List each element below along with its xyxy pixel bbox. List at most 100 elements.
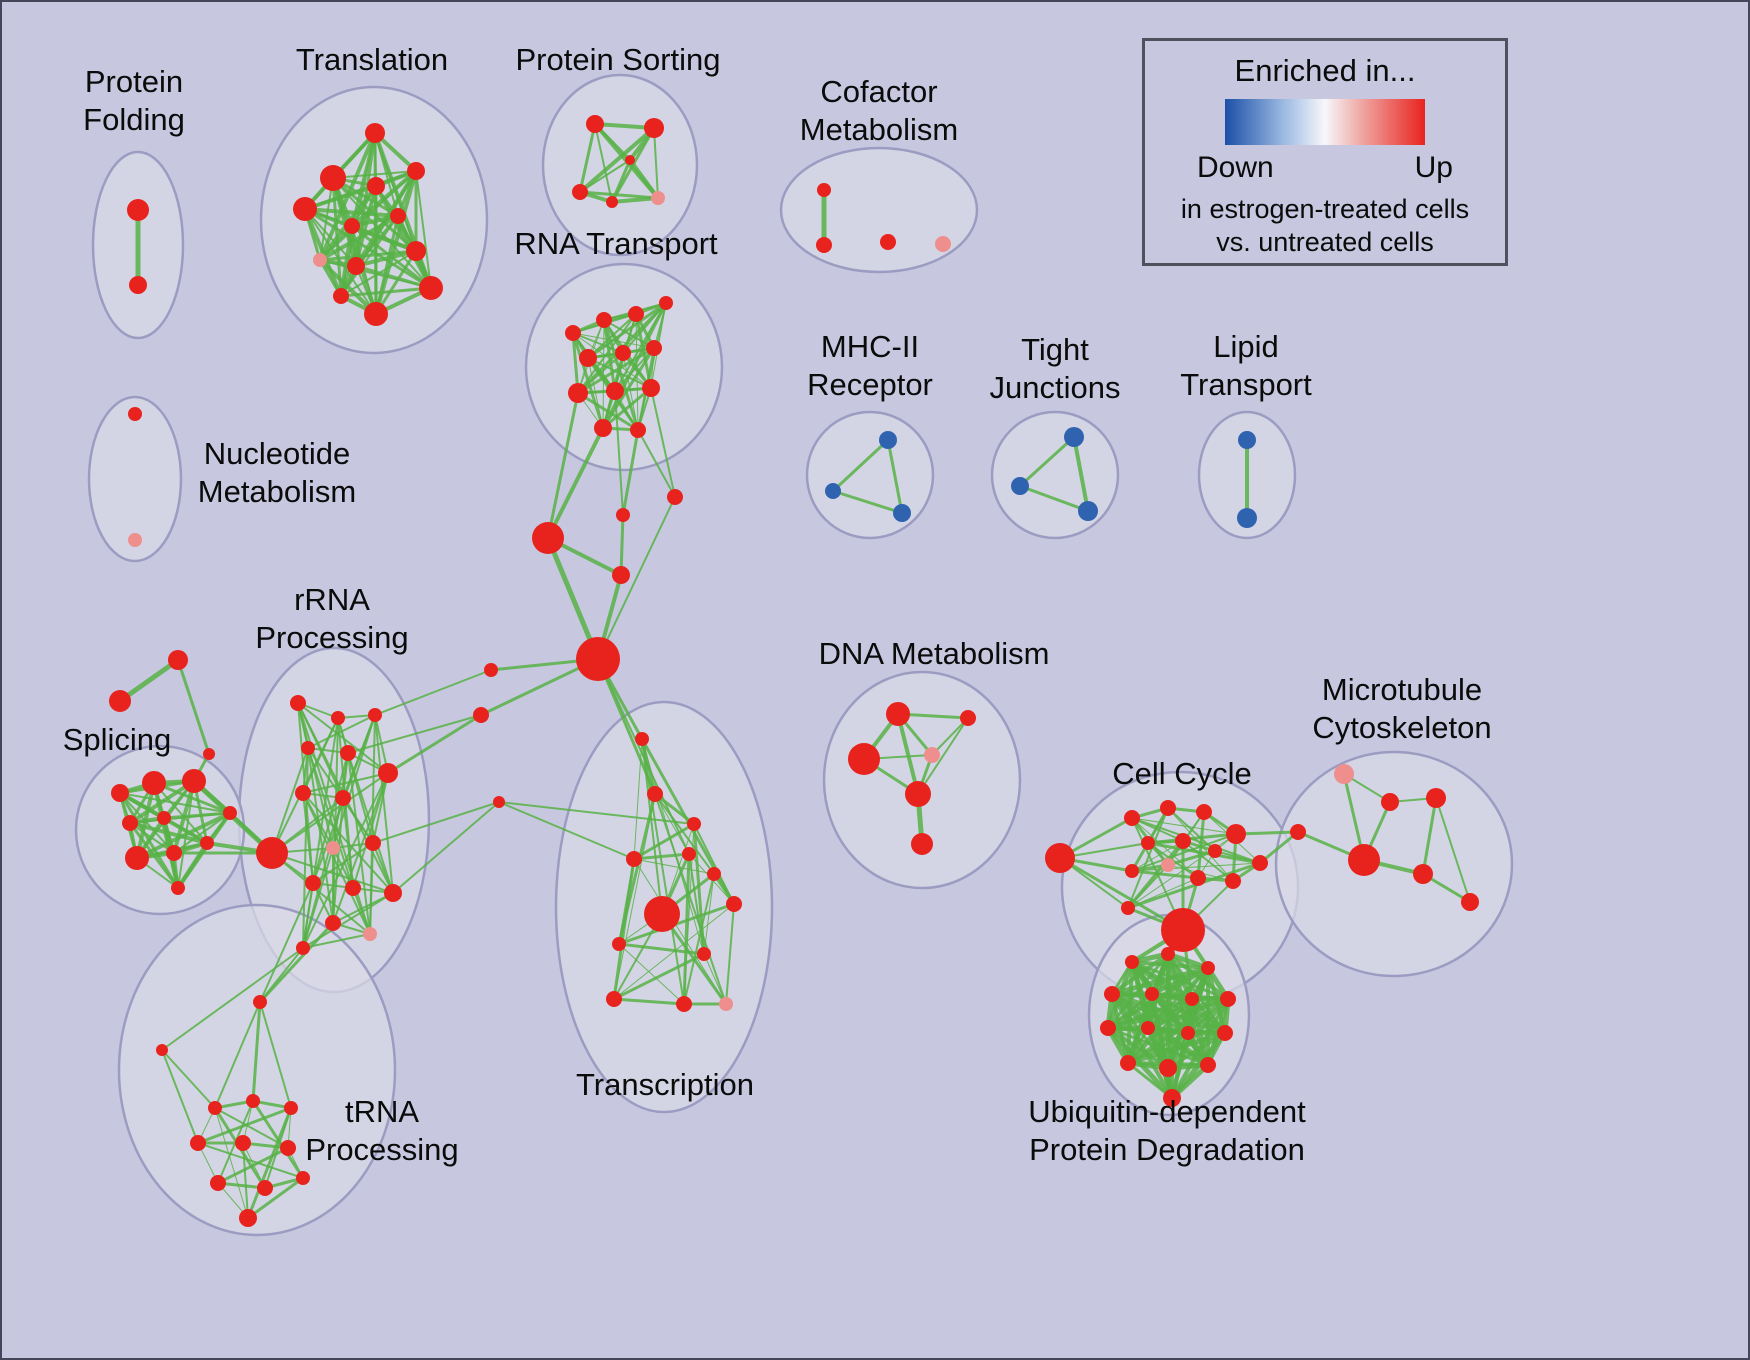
node-cc0[interactable] [1045,843,1075,873]
node-mt6[interactable] [1413,864,1433,884]
node-mh3[interactable] [893,504,911,522]
node-r5[interactable] [579,349,597,367]
node-r3[interactable] [628,306,644,322]
node-pf1[interactable] [127,199,149,221]
node-t7[interactable] [390,208,406,224]
node-rr10[interactable] [326,841,340,855]
node-tr10[interactable] [697,947,711,961]
node-rr13[interactable] [345,880,361,896]
node-u8[interactable] [1100,1020,1116,1036]
node-tr5[interactable] [682,847,696,861]
node-t9[interactable] [347,257,365,275]
node-rr11[interactable] [365,835,381,851]
node-tr4[interactable] [626,851,642,867]
node-rr16[interactable] [363,927,377,941]
node-t6[interactable] [344,218,360,234]
node-tr7[interactable] [707,867,721,881]
node-ps5[interactable] [651,191,665,205]
node-rr8[interactable] [335,790,351,806]
node-mt7[interactable] [1461,893,1479,911]
node-u5[interactable] [1145,987,1159,1001]
node-r7[interactable] [646,340,662,356]
node-rr14[interactable] [384,884,402,902]
node-rr17[interactable] [296,941,310,955]
node-r10[interactable] [642,379,660,397]
node-tr9[interactable] [612,937,626,951]
node-mt3[interactable] [1426,788,1446,808]
node-r11[interactable] [594,419,612,437]
node-ps3[interactable] [572,184,588,200]
node-c2[interactable] [1160,800,1176,816]
node-tn9[interactable] [210,1175,226,1191]
node-c4[interactable] [1226,824,1246,844]
node-tn7[interactable] [235,1135,251,1151]
node-sp6[interactable] [125,846,149,870]
node-r4[interactable] [659,296,673,310]
node-sp2[interactable] [142,771,166,795]
node-c6[interactable] [1175,833,1191,849]
node-t5[interactable] [407,162,425,180]
node-d4[interactable] [924,747,940,763]
node-rr9[interactable] [256,837,288,869]
node-t1[interactable] [365,123,385,143]
node-u7[interactable] [1220,991,1236,1007]
node-t2[interactable] [320,165,346,191]
node-t3[interactable] [293,197,317,221]
node-tr1[interactable] [635,732,649,746]
node-u10[interactable] [1181,1026,1195,1040]
node-h2[interactable] [484,663,498,677]
node-c9[interactable] [1125,864,1139,878]
node-lt2[interactable] [1237,508,1257,528]
node-sp1[interactable] [111,784,129,802]
node-cm4[interactable] [935,236,951,252]
node-rr12[interactable] [305,875,321,891]
node-r2[interactable] [596,312,612,328]
node-tn2[interactable] [156,1044,168,1056]
node-sa[interactable] [168,650,188,670]
node-t4[interactable] [367,177,385,195]
node-t13[interactable] [333,288,349,304]
node-h1[interactable] [576,637,620,681]
node-tr11[interactable] [606,991,622,1007]
node-ps1[interactable] [586,115,604,133]
node-tn3[interactable] [208,1101,222,1115]
node-rr5[interactable] [340,745,356,761]
node-tn10[interactable] [257,1180,273,1196]
node-tr8[interactable] [726,896,742,912]
node-ps4[interactable] [606,196,618,208]
node-t8[interactable] [313,253,327,267]
node-c7[interactable] [1208,844,1222,858]
node-sp8[interactable] [200,836,214,850]
node-u9[interactable] [1141,1021,1155,1035]
node-d1[interactable] [886,702,910,726]
node-c13[interactable] [1121,901,1135,915]
node-u1[interactable] [1125,955,1139,969]
node-tj2[interactable] [1011,477,1029,495]
node-cm2[interactable] [816,237,832,253]
node-h3[interactable] [473,707,489,723]
node-tj3[interactable] [1078,501,1098,521]
node-sp4[interactable] [122,815,138,831]
node-pf2[interactable] [129,276,147,294]
node-r9[interactable] [606,382,624,400]
node-r1[interactable] [565,325,581,341]
node-u6[interactable] [1185,992,1199,1006]
node-t10[interactable] [406,241,426,261]
node-ps6[interactable] [625,155,635,165]
node-mt1[interactable] [1334,764,1354,784]
node-u12[interactable] [1120,1055,1136,1071]
node-d3[interactable] [848,743,880,775]
node-c11[interactable] [1225,873,1241,889]
node-rr4[interactable] [301,741,315,755]
node-x2[interactable] [616,508,630,522]
node-u14[interactable] [1200,1057,1216,1073]
node-u4[interactable] [1104,986,1120,1002]
node-nm2[interactable] [128,533,142,547]
node-mt4[interactable] [1290,824,1306,840]
node-u15[interactable] [1163,1089,1181,1107]
node-lt1[interactable] [1238,431,1256,449]
node-tr12[interactable] [676,996,692,1012]
node-rr1[interactable] [290,695,306,711]
node-t12[interactable] [364,302,388,326]
node-sp5[interactable] [157,811,171,825]
